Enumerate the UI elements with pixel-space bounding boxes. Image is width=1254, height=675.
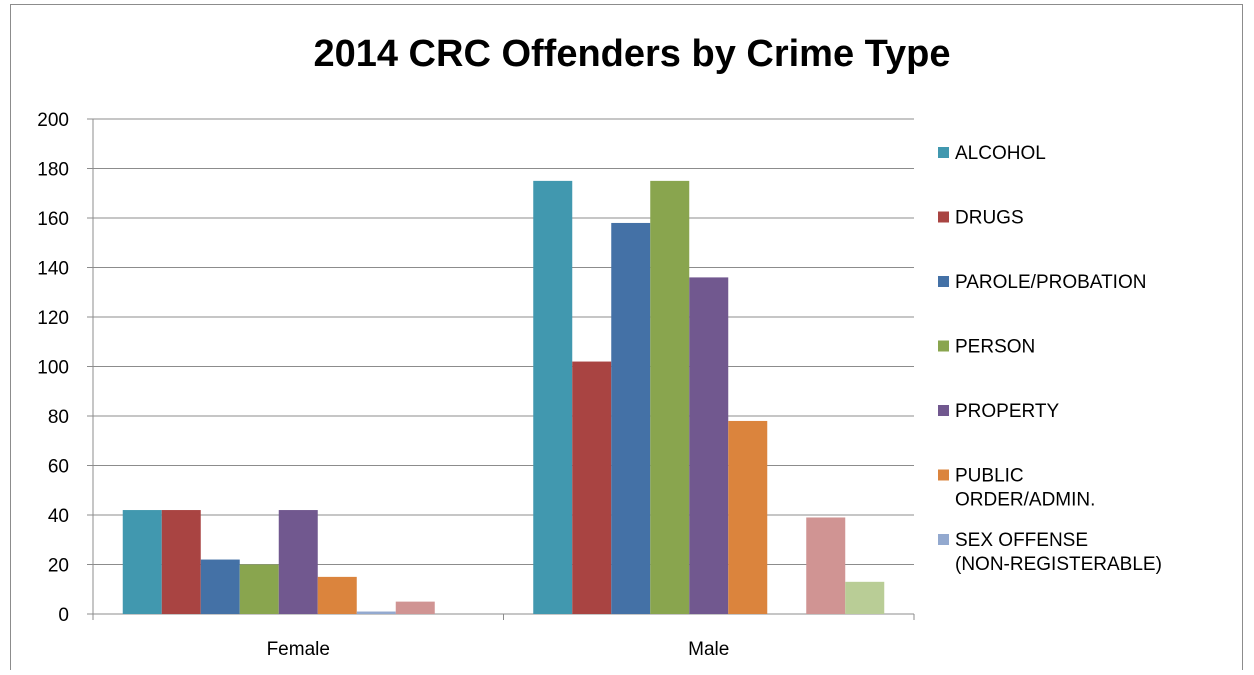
legend-label: (NON-REGISTERABLE) (955, 554, 1162, 575)
bar (161, 510, 201, 614)
y-tick-label: 200 (37, 110, 69, 131)
gridlines (93, 118, 914, 615)
y-tick-label: 120 (37, 308, 69, 329)
legend-swatch (938, 276, 949, 287)
y-tick-label: 20 (48, 556, 69, 577)
bars (122, 180, 885, 614)
bar (572, 361, 612, 614)
legend: ALCOHOL DRUGS PAROLE/PROBATION PERSON PROPER… (938, 143, 1162, 575)
legend-label: ALCOHOL (955, 143, 1046, 164)
bar (689, 277, 729, 614)
legend-swatch (938, 405, 949, 416)
y-tick-label: 40 (48, 506, 69, 527)
legend-label: DRUGS (955, 208, 1024, 229)
bar (278, 510, 318, 614)
y-tick-label: 140 (37, 259, 69, 280)
bar (317, 576, 357, 614)
bar (239, 564, 279, 614)
bar (533, 180, 573, 614)
y-tick-label: 60 (48, 457, 69, 478)
y-tick-label: 0 (58, 605, 69, 626)
legend-swatch (938, 211, 949, 223)
y-tick-label: 160 (37, 209, 69, 230)
bar (395, 601, 435, 614)
bar (845, 581, 885, 614)
y-tick-label: 180 (37, 160, 69, 181)
bar (356, 611, 396, 614)
y-tick-label: 80 (48, 407, 69, 428)
legend-label: PUBLIC (955, 466, 1024, 487)
legend-label: SEX OFFENSE (955, 530, 1088, 551)
legend-swatch (938, 534, 949, 545)
x-category-label: Female (267, 639, 330, 660)
y-tick-label: 100 (37, 358, 69, 379)
bar (728, 420, 768, 614)
legend-label: ORDER/ADMIN. (955, 490, 1095, 511)
bar (122, 510, 162, 614)
legend-swatch (938, 469, 949, 481)
chart-frame (10, 4, 1243, 670)
x-category-label: Male (688, 639, 729, 660)
legend-label: PAROLE/PROBATION (955, 272, 1146, 293)
bar (650, 180, 690, 614)
legend-swatch (938, 147, 949, 158)
legend-swatch (938, 340, 949, 352)
bar (611, 222, 651, 614)
bar (806, 517, 846, 614)
legend-label: PERSON (955, 337, 1035, 358)
bar (200, 559, 240, 614)
legend-label: PROPERTY (955, 401, 1060, 422)
chart-title: 2014 CRC Offenders by Crime Type (313, 33, 950, 75)
